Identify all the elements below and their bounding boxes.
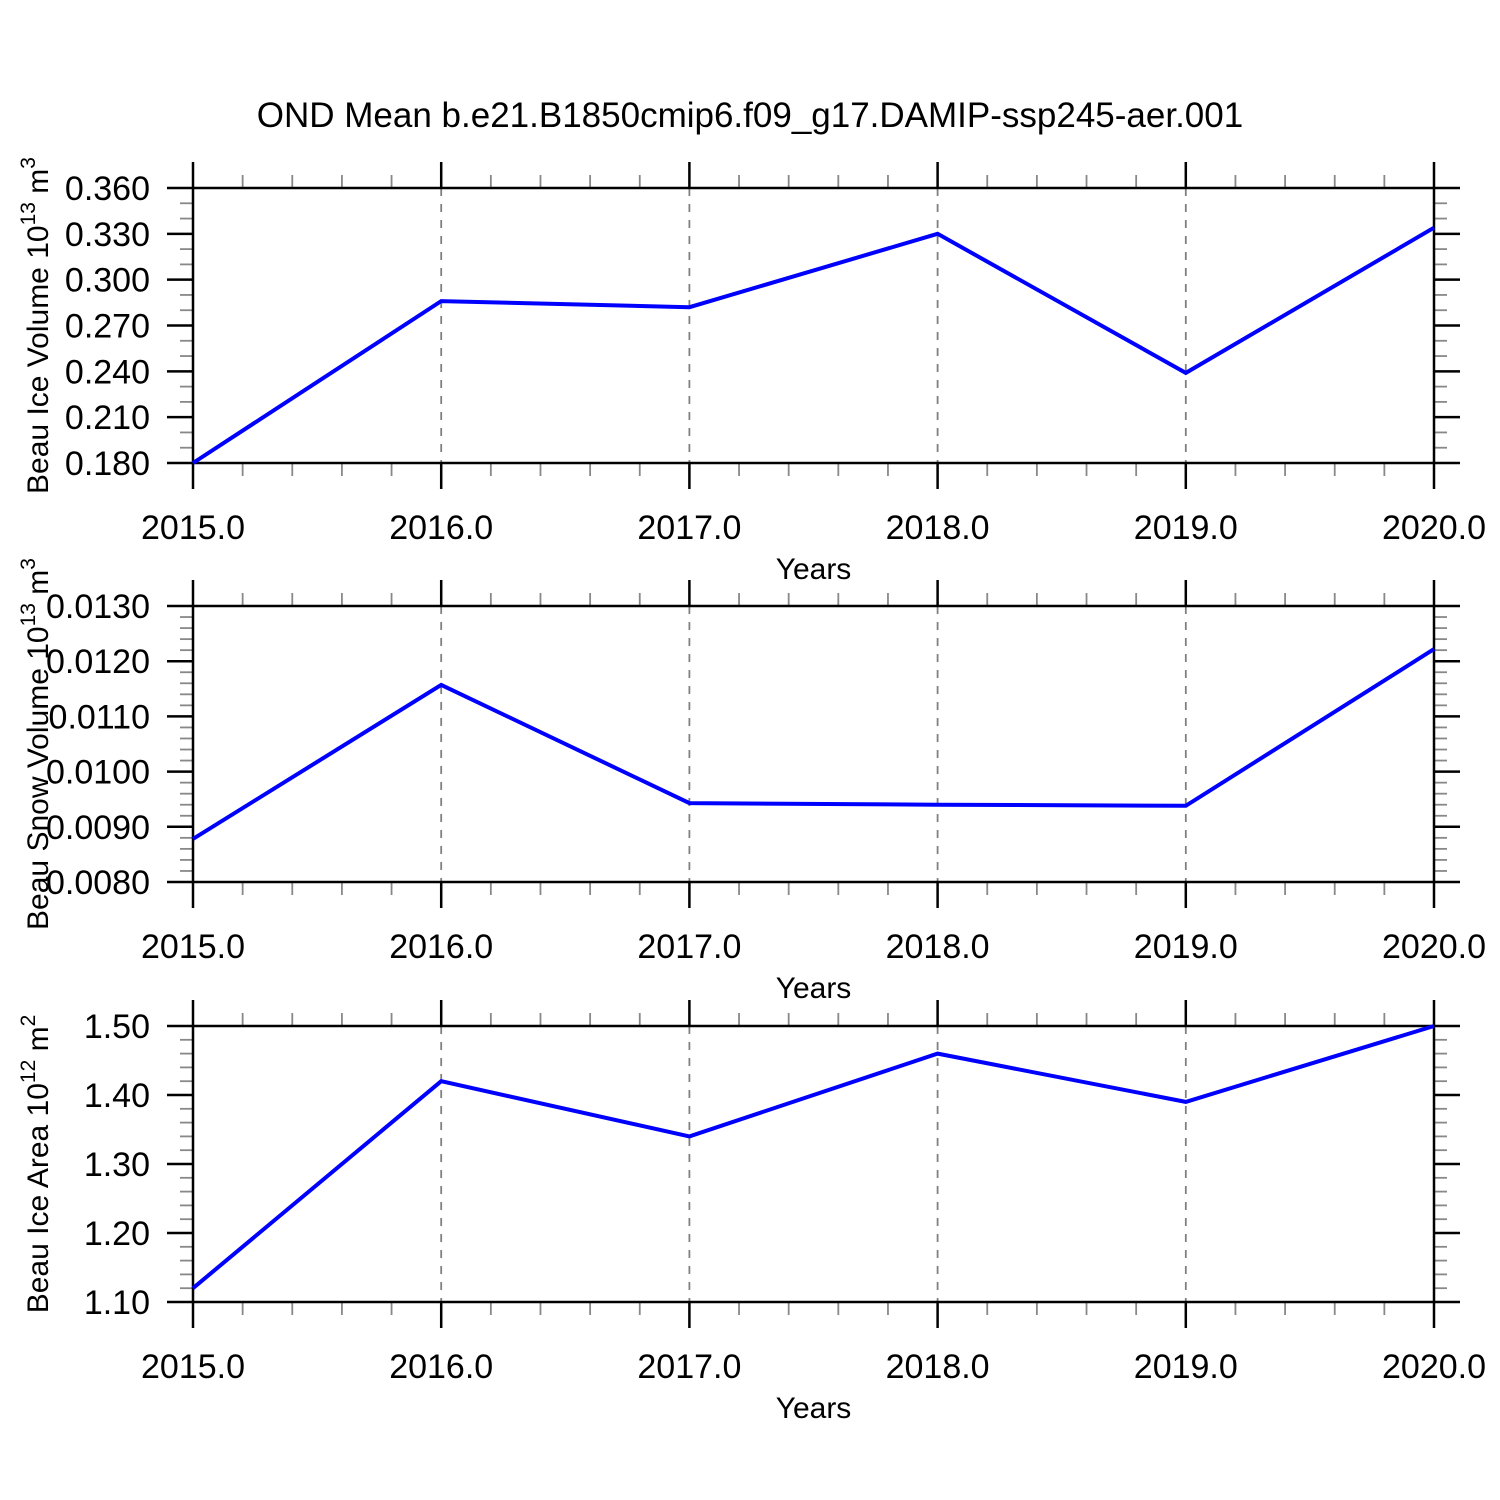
x-tick-label: 2018.0 [886,509,990,547]
x-tick-label: 2016.0 [389,1348,493,1386]
chart-title: OND Mean b.e21.B1850cmip6.f09_g17.DAMIP-… [256,96,1244,135]
y-tick-label: 0.240 [65,353,150,391]
y-axis-title: Beau Ice Volume 1013 m3 [17,157,55,494]
y-tick-label: 1.20 [84,1215,150,1253]
y-tick-label: 1.40 [84,1077,150,1115]
panel-beau-snow-volume: 2015.0 2016.0 2017.0 2018.0 2019.0 2020.0 0.00… [17,558,1486,1005]
y-tick-label: 0.0100 [46,754,150,792]
y-tick-label: 0.0090 [46,809,150,847]
y-tick-label: 0.270 [65,308,150,346]
x-tick-label: 2019.0 [1134,1348,1238,1386]
y-tick-label: 1.50 [84,1008,150,1046]
x-tick-label: 2015.0 [141,509,245,547]
data-line [191,1024,1435,1290]
panel-beau-ice-volume: 2015.0 2016.0 2017.0 2018.0 2019.0 2020.0 0.18… [17,157,1486,586]
y-tick-label: 0.360 [65,170,150,208]
x-axis-title: Years [776,553,852,586]
y-tick-label: 0.0080 [46,864,150,902]
x-tick-label: 2018.0 [886,1348,990,1386]
y-tick-label: 0.300 [65,262,150,300]
plot-frame [191,1024,1436,1304]
y-tick-label: 0.0120 [46,643,150,681]
plot-frame [191,604,1436,884]
y-tick-label: 0.0110 [49,698,150,736]
y-tick-label: 0.0130 [46,588,150,626]
x-tick-label: 2020.0 [1382,928,1486,966]
x-tick-label: 2015.0 [141,928,245,966]
y-axis-title: Beau Ice Area 1012 m2 [17,1015,55,1314]
y-tick-label: 0.210 [65,399,150,437]
x-tick-label: 2016.0 [389,928,493,966]
y-axis-title: Beau Snow Volume 1013 m3 [17,558,55,930]
y-tick-label: 1.30 [84,1146,150,1184]
x-axis-title: Years [776,972,852,1005]
x-tick-label: 2015.0 [141,1348,245,1386]
x-axis-title: Years [776,1392,852,1425]
y-tick-label: 1.10 [84,1284,150,1322]
panel-beau-ice-area: 2015.0 2016.0 2017.0 2018.0 2019.0 2020.0 1.10… [17,1000,1486,1425]
x-tick-label: 2017.0 [637,509,741,547]
x-tick-label: 2020.0 [1382,509,1486,547]
x-tick-label: 2018.0 [886,928,990,966]
x-tick-label: 2017.0 [637,1348,741,1386]
data-line [191,225,1436,465]
x-tick-label: 2020.0 [1382,1348,1486,1386]
plot-frame [191,186,1436,465]
x-tick-label: 2019.0 [1134,928,1238,966]
y-tick-label: 0.180 [65,445,150,483]
y-tick-label: 0.330 [65,216,150,254]
data-line [191,647,1436,841]
x-tick-label: 2019.0 [1134,509,1238,547]
x-tick-label: 2016.0 [389,509,493,547]
x-tick-label: 2017.0 [637,928,741,966]
